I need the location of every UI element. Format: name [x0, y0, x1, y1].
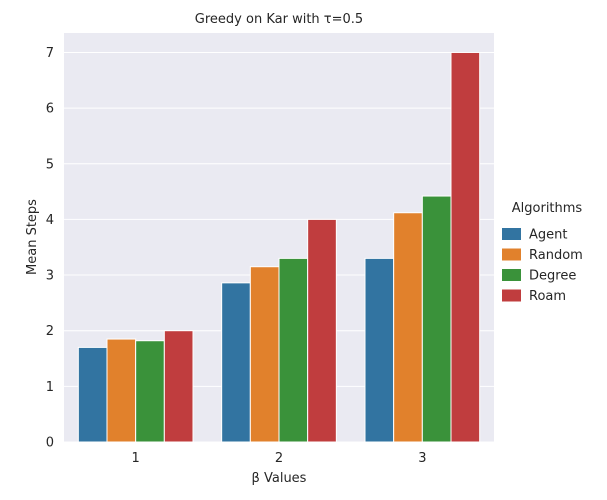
x-axis-label: β Values	[252, 471, 307, 486]
x-tick-label: 1	[132, 451, 140, 466]
legend-label-degree: Degree	[529, 269, 576, 284]
legend-swatch-roam	[502, 289, 521, 302]
bar-degree-3	[421, 195, 452, 443]
y-axis-label: Mean Steps	[25, 199, 40, 275]
bar-agent-3	[364, 257, 395, 443]
legend-label-agent: Agent	[529, 228, 567, 243]
chart-title: Greedy on Kar with τ=0.5	[195, 12, 363, 27]
y-tick-label: 7	[46, 46, 54, 61]
y-tick-label: 3	[46, 269, 54, 284]
y-tick-label: 0	[46, 436, 54, 451]
x-tick-label: 3	[418, 451, 426, 466]
bar-roam-3	[450, 51, 481, 443]
legend-swatch-random	[502, 248, 521, 261]
y-tick-label: 4	[46, 213, 54, 228]
legend-swatch-agent	[502, 228, 521, 240]
legend-label-random: Random	[529, 248, 583, 263]
y-tick-label: 5	[46, 157, 54, 172]
bar-roam-1	[163, 330, 194, 443]
bar-degree-1	[135, 340, 165, 443]
bar-random-1	[106, 338, 137, 443]
bar-degree-2	[278, 257, 309, 443]
y-axis-ticks: 0 1 2 3 4 5 6 7	[46, 46, 54, 451]
legend: Algorithms Agent Random Degree Roam	[502, 201, 583, 304]
x-tick-label: 2	[275, 451, 283, 466]
legend-swatch-degree	[502, 269, 521, 281]
y-tick-label: 6	[46, 102, 54, 117]
bar-agent-2	[221, 282, 251, 443]
x-axis-ticks: 1 2 3	[132, 451, 427, 466]
bar-random-3	[393, 212, 423, 443]
y-tick-label: 1	[46, 380, 54, 395]
bar-roam-2	[307, 218, 337, 443]
bar-random-2	[249, 266, 280, 443]
bars	[77, 51, 481, 443]
legend-title: Algorithms	[512, 201, 583, 216]
y-tick-label: 2	[46, 324, 54, 339]
legend-label-roam: Roam	[529, 289, 566, 304]
bar-agent-1	[77, 346, 108, 443]
